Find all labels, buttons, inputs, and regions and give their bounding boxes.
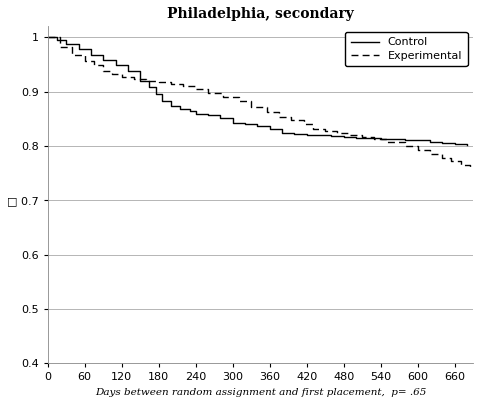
Control — [193, 112, 199, 117]
Line: Control: Control — [48, 37, 467, 145]
Control — [390, 137, 396, 142]
Control — [378, 137, 384, 141]
Experimental — [109, 72, 115, 77]
Experimental — [458, 162, 464, 167]
Experimental — [276, 114, 282, 119]
Experimental — [449, 159, 455, 164]
Experimental — [100, 68, 106, 73]
Experimental — [288, 118, 294, 123]
Control — [254, 124, 260, 129]
Control — [291, 132, 297, 137]
X-axis label: Days between random assignment and first placement,  p= .65: Days between random assignment and first… — [95, 388, 426, 397]
Control — [316, 133, 322, 137]
Control — [230, 120, 236, 125]
Experimental — [402, 143, 408, 148]
Control — [452, 141, 457, 146]
Experimental — [82, 58, 87, 63]
Control — [45, 35, 50, 40]
Experimental — [205, 90, 211, 95]
Control — [365, 136, 371, 141]
Experimental — [384, 139, 390, 144]
Control — [54, 38, 60, 42]
Experimental — [300, 122, 306, 126]
Experimental — [119, 74, 125, 79]
Experimental — [264, 110, 269, 115]
Experimental — [248, 104, 254, 109]
Control — [415, 138, 420, 143]
Control — [328, 134, 334, 139]
Control — [146, 85, 152, 90]
Experimental — [347, 133, 353, 137]
Experimental — [439, 156, 445, 160]
Control — [205, 113, 211, 118]
Experimental — [144, 78, 149, 83]
Experimental — [415, 147, 420, 152]
Experimental — [372, 137, 377, 142]
Experimental — [335, 130, 340, 135]
Control — [125, 68, 131, 73]
Control — [187, 109, 192, 114]
Experimental — [156, 80, 162, 85]
Experimental — [131, 77, 137, 82]
Experimental — [322, 128, 328, 133]
Experimental — [45, 35, 50, 40]
Control — [439, 140, 445, 145]
Control — [113, 63, 119, 68]
Experimental — [168, 82, 174, 87]
Control — [159, 99, 165, 104]
Control — [76, 47, 82, 52]
Experimental — [57, 44, 63, 49]
Experimental — [193, 87, 199, 92]
Control — [279, 131, 285, 136]
Control — [402, 137, 408, 142]
Control — [88, 52, 94, 57]
Experimental — [91, 63, 97, 68]
Control — [304, 133, 310, 137]
Legend: Control, Experimental: Control, Experimental — [345, 32, 468, 66]
Control — [153, 91, 158, 96]
Control — [178, 107, 183, 112]
Control — [137, 78, 143, 83]
Experimental — [236, 99, 242, 104]
Control — [341, 135, 347, 140]
Line: Experimental: Experimental — [48, 37, 470, 169]
Title: Philadelphia, secondary: Philadelphia, secondary — [167, 7, 354, 21]
Control — [63, 41, 69, 46]
Experimental — [310, 126, 316, 131]
Control — [100, 58, 106, 63]
Control — [353, 135, 359, 140]
Control — [168, 103, 174, 108]
Control — [464, 143, 470, 147]
Control — [267, 126, 273, 131]
Experimental — [427, 152, 433, 156]
Experimental — [180, 84, 186, 88]
Experimental — [467, 166, 473, 171]
Control — [242, 122, 248, 126]
Experimental — [220, 95, 226, 99]
Control — [427, 139, 433, 144]
Experimental — [70, 52, 75, 57]
Control — [217, 115, 223, 120]
Experimental — [359, 135, 365, 140]
